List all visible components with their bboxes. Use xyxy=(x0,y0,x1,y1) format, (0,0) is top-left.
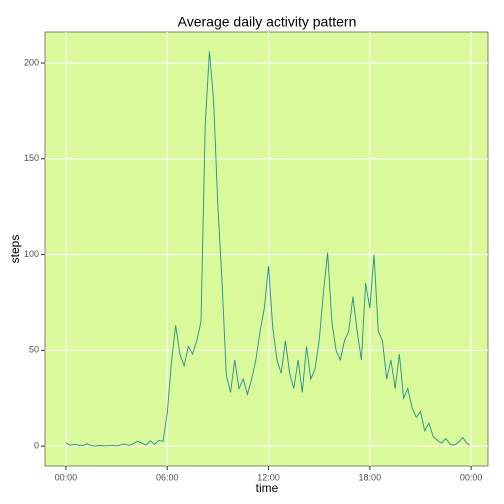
x-tick-label: 06:00 xyxy=(156,472,179,482)
y-axis-label: steps xyxy=(8,235,22,264)
x-tick-label: 00:00 xyxy=(55,472,78,482)
data-line xyxy=(65,51,471,447)
x-tick-label: 18:00 xyxy=(359,472,382,482)
x-tick-label: 00:00 xyxy=(460,472,483,482)
y-tick-label: 150 xyxy=(24,153,39,163)
x-tick-label: 12:00 xyxy=(257,472,280,482)
y-tick-label: 100 xyxy=(24,249,39,259)
y-tick-label: 0 xyxy=(34,440,39,450)
x-axis-label: time xyxy=(256,481,279,495)
chart-title: Average daily activity pattern xyxy=(178,14,357,30)
y-tick-label: 50 xyxy=(29,345,39,355)
plot-background xyxy=(44,31,489,467)
y-tick-label: 200 xyxy=(24,57,39,67)
